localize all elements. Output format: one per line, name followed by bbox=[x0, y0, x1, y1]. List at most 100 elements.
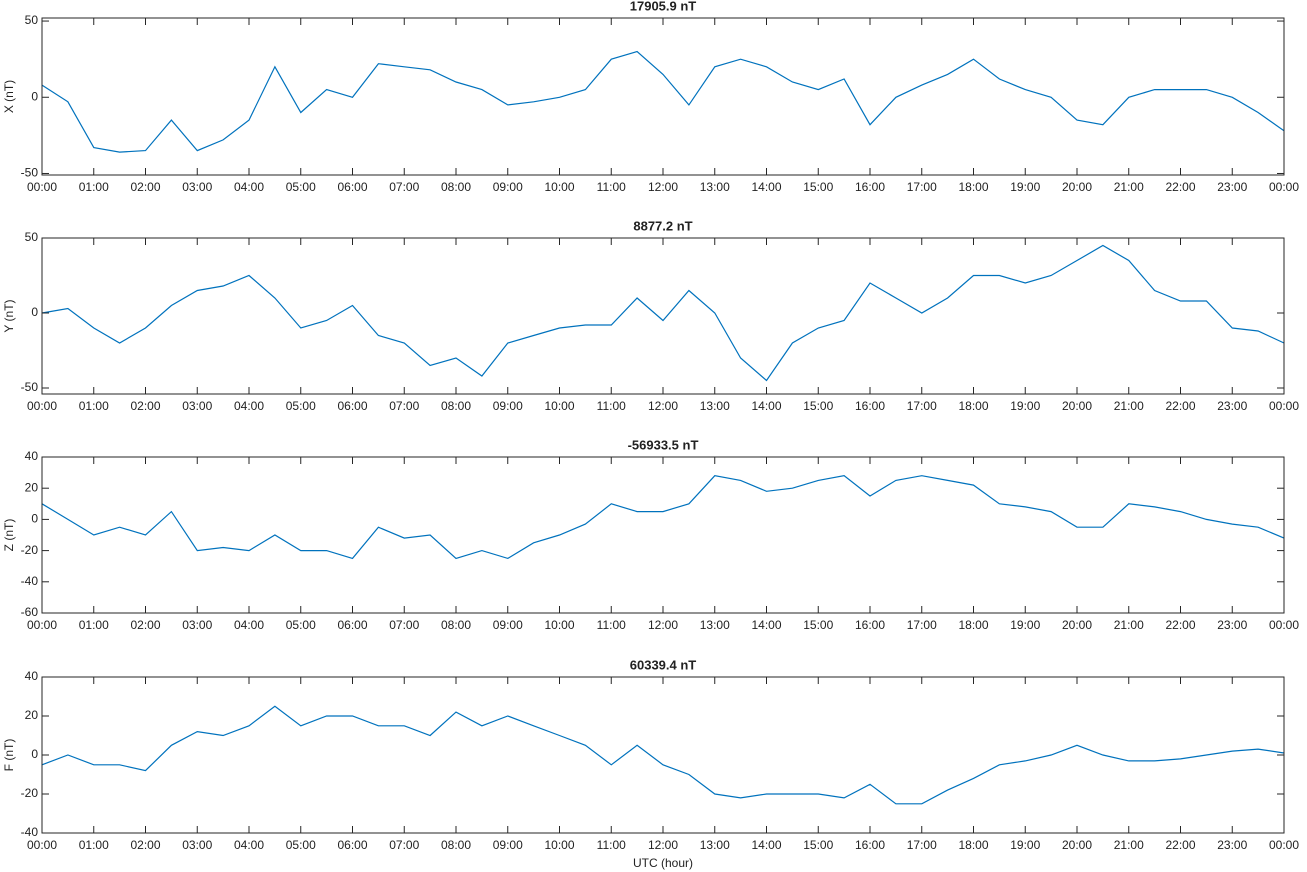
x-tick-label: 04:00 bbox=[234, 399, 264, 413]
x-tick-label: 05:00 bbox=[286, 180, 316, 194]
y-axis-label: Y (nT) bbox=[2, 299, 16, 332]
x-tick-label: 09:00 bbox=[493, 180, 523, 194]
y-tick-label: -50 bbox=[21, 380, 39, 394]
x-tick-label: 08:00 bbox=[441, 180, 471, 194]
x-tick-label: 19:00 bbox=[1010, 399, 1040, 413]
x-tick-label: 08:00 bbox=[441, 838, 471, 852]
x-tick-label: 21:00 bbox=[1114, 838, 1144, 852]
y-tick-label: -60 bbox=[21, 605, 39, 619]
data-line bbox=[41, 50, 1285, 153]
x-tick-label: 00:00 bbox=[27, 399, 57, 413]
y-tick-label: -40 bbox=[21, 825, 39, 839]
x-tick-label: 18:00 bbox=[958, 399, 988, 413]
y-tick-label: -40 bbox=[21, 574, 39, 588]
panel-title: 8877.2 nT bbox=[633, 218, 692, 233]
y-tick-label: 0 bbox=[31, 512, 38, 526]
x-tick-label: 12:00 bbox=[648, 838, 678, 852]
x-tick-label: 02:00 bbox=[130, 618, 160, 632]
x-tick-label: 13:00 bbox=[700, 618, 730, 632]
data-line bbox=[41, 475, 1285, 560]
x-tick-label: 15:00 bbox=[803, 180, 833, 194]
y-tick-label: 0 bbox=[31, 747, 38, 761]
plot-area bbox=[41, 237, 1285, 395]
y-axis-label: Z (nT) bbox=[2, 519, 16, 552]
x-tick-label: 13:00 bbox=[700, 399, 730, 413]
x-tick-label: 05:00 bbox=[286, 618, 316, 632]
x-tick-label: 03:00 bbox=[182, 180, 212, 194]
x-tick-label: 09:00 bbox=[493, 838, 523, 852]
x-tick-label: 07:00 bbox=[389, 838, 419, 852]
x-tick-label: 13:00 bbox=[700, 838, 730, 852]
x-tick-label: 14:00 bbox=[751, 618, 781, 632]
x-tick-label: 03:00 bbox=[182, 399, 212, 413]
plot-area bbox=[41, 456, 1285, 614]
x-tick-label: 17:00 bbox=[907, 838, 937, 852]
x-tick-label: 05:00 bbox=[286, 399, 316, 413]
plot-area bbox=[41, 676, 1285, 834]
x-tick-label: 06:00 bbox=[337, 399, 367, 413]
x-tick-label: 12:00 bbox=[648, 180, 678, 194]
x-tick-label: 05:00 bbox=[286, 838, 316, 852]
x-tick-label: 18:00 bbox=[958, 180, 988, 194]
x-tick-label: 16:00 bbox=[855, 180, 885, 194]
x-tick-label: 08:00 bbox=[441, 399, 471, 413]
x-tick-label: 11:00 bbox=[597, 618, 626, 632]
x-tick-label: 00:00 bbox=[1269, 618, 1299, 632]
x-tick-label: 18:00 bbox=[958, 838, 988, 852]
x-tick-label: 20:00 bbox=[1062, 618, 1092, 632]
x-tick-label: 07:00 bbox=[389, 399, 419, 413]
y-tick-label: 0 bbox=[31, 89, 38, 103]
x-tick-label: 23:00 bbox=[1217, 399, 1247, 413]
y-tick-label: -50 bbox=[21, 166, 39, 180]
x-tick-label: 06:00 bbox=[337, 838, 367, 852]
x-tick-label: 22:00 bbox=[1165, 838, 1195, 852]
y-tick-label: 50 bbox=[25, 230, 39, 244]
y-tick-label: -20 bbox=[21, 786, 39, 800]
x-tick-label: 01:00 bbox=[79, 180, 109, 194]
x-tick-label: 09:00 bbox=[493, 399, 523, 413]
x-tick-label: 04:00 bbox=[234, 180, 264, 194]
x-tick-label: 06:00 bbox=[337, 180, 367, 194]
x-tick-label: 00:00 bbox=[27, 180, 57, 194]
x-tick-label: 23:00 bbox=[1217, 618, 1247, 632]
x-tick-label: 01:00 bbox=[79, 618, 109, 632]
x-tick-label: 04:00 bbox=[234, 838, 264, 852]
x-tick-label: 02:00 bbox=[130, 399, 160, 413]
x-tick-label: 08:00 bbox=[441, 618, 471, 632]
x-tick-label: 10:00 bbox=[544, 618, 574, 632]
x-tick-label: 11:00 bbox=[597, 180, 626, 194]
x-tick-label: 15:00 bbox=[803, 618, 833, 632]
y-axis-label: X (nT) bbox=[2, 80, 16, 113]
y-tick-label: 0 bbox=[31, 305, 38, 319]
y-tick-label: -20 bbox=[21, 543, 39, 557]
x-tick-label: 19:00 bbox=[1010, 618, 1040, 632]
x-tick-label: 17:00 bbox=[907, 618, 937, 632]
x-tick-label: 22:00 bbox=[1165, 180, 1195, 194]
x-tick-label: 23:00 bbox=[1217, 180, 1247, 194]
x-tick-label: 21:00 bbox=[1114, 618, 1144, 632]
x-tick-label: 10:00 bbox=[544, 838, 574, 852]
plot-area bbox=[41, 17, 1285, 176]
y-tick-label: 20 bbox=[25, 480, 39, 494]
x-tick-label: 06:00 bbox=[337, 618, 367, 632]
x-tick-label: 20:00 bbox=[1062, 399, 1092, 413]
x-tick-label: 15:00 bbox=[803, 399, 833, 413]
y-tick-label: 40 bbox=[25, 669, 39, 683]
panel-title: 60339.4 nT bbox=[630, 657, 697, 672]
x-tick-label: 12:00 bbox=[648, 618, 678, 632]
x-tick-label: 22:00 bbox=[1165, 399, 1195, 413]
x-tick-label: 03:00 bbox=[182, 618, 212, 632]
data-line bbox=[41, 705, 1285, 805]
x-tick-label: 20:00 bbox=[1062, 180, 1092, 194]
x-tick-label: 21:00 bbox=[1114, 399, 1144, 413]
x-tick-label: 07:00 bbox=[389, 618, 419, 632]
x-tick-label: 11:00 bbox=[597, 838, 626, 852]
panel-title: -56933.5 nT bbox=[628, 437, 699, 452]
x-tick-label: 01:00 bbox=[79, 399, 109, 413]
x-tick-label: 21:00 bbox=[1114, 180, 1144, 194]
x-tick-label: 13:00 bbox=[700, 180, 730, 194]
x-tick-label: 10:00 bbox=[544, 180, 574, 194]
x-tick-label: 16:00 bbox=[855, 838, 885, 852]
